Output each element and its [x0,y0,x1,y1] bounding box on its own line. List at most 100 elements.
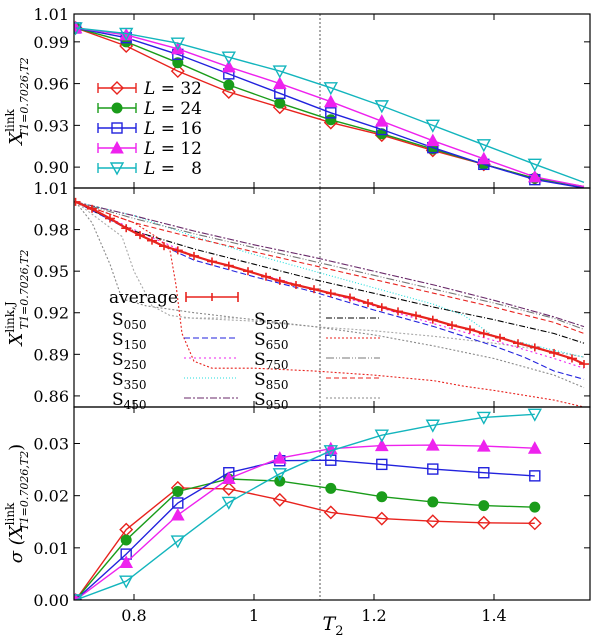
legend-marker [111,102,123,114]
data-point [374,429,389,443]
y-tick-label: 0.00 [33,591,69,610]
x-tick-label: 1.4 [481,606,506,625]
data-point [478,467,490,479]
panel-bottom: 0.00 0.01 0.02 0.03 0.8 1 1.2 1.4 σ (XlinkT1=0.7… [3,406,591,625]
data-point [274,97,286,109]
data-point [170,37,185,51]
data-point [325,454,337,466]
x-tick-label: 1.2 [361,606,386,625]
y-tick-label: 0.98 [33,221,69,240]
series-line [75,27,585,188]
series-line [75,478,535,600]
data-point [170,507,185,521]
data-point [325,107,337,119]
sample-line [75,201,585,330]
data-point [119,27,134,41]
data-point [529,470,541,482]
data-point [476,439,491,452]
y-tick-label: 0.89 [33,345,69,364]
data-point [272,76,287,90]
legend-marker [110,81,124,95]
legend: L = 32L = 24L = 16L = 12L = 8 [97,79,202,179]
data-point [170,64,185,79]
data-point [374,100,389,114]
y-tick-label: 0.02 [33,487,69,506]
data-point [374,114,389,127]
y-tick-label: 0.90 [33,158,69,177]
legend-marker [110,140,124,154]
legend-label: average [109,288,178,308]
data-point [325,114,337,126]
legend-label: L = 12 [143,139,202,159]
data-point [221,471,236,484]
panel-top: 0.90 0.93 0.96 0.99 1.01 XlinkT1=0.7026,T2 L =… [3,5,591,189]
legend-label: L = 16 [143,119,202,139]
series-line [75,459,535,600]
y-tick-label: 1.01 [33,5,69,24]
y-tick-label: 0.03 [33,435,69,454]
data-point [119,575,134,589]
series-line [75,27,585,184]
legend-label: S250 [112,350,147,372]
data-point [476,151,491,165]
data-point [323,445,338,459]
legend-label: S150 [112,330,147,352]
y-tick-label: 0.99 [33,33,69,52]
sample-line [75,201,585,389]
data-point [427,463,439,475]
legend-label: S050 [112,310,147,332]
data-point [323,82,338,96]
data-point [172,486,184,498]
legend-label: S450 [112,390,147,412]
data-point [221,59,236,73]
y-tick-label: 1.01 [33,179,69,198]
legend-marker [111,122,123,134]
legend-label: S750 [254,350,289,372]
series-line [75,444,535,600]
data-point [272,492,287,507]
legend-label: L = 24 [143,99,202,119]
y-tick-label: 0.86 [33,387,69,406]
data-point [172,57,184,69]
data-point [325,482,337,494]
data-point [478,500,490,512]
data-point [272,65,287,79]
y-tick-label: 0.93 [33,116,69,135]
series-line [75,413,535,600]
y-tick-label: 0.95 [33,262,69,281]
data-point [527,158,542,172]
data-point [476,139,491,153]
plot-area [74,197,589,407]
data-point [221,481,236,496]
legend: averageS050S150S250S350S450S550S650S750S… [109,288,380,412]
data-point [221,496,236,510]
legend-marker [109,162,125,176]
data-point [120,534,132,546]
data-point [323,94,338,108]
sample-line [75,201,585,328]
data-point [376,458,388,471]
data-point [476,411,491,425]
data-point [425,133,440,147]
y-tick-label: 0.96 [33,75,69,94]
data-point [221,84,236,99]
legend-label: S550 [254,310,289,332]
plot-area [74,408,542,600]
data-point [323,505,338,520]
data-point [374,438,389,452]
sample-line [75,201,585,358]
data-point [425,419,440,433]
data-point [527,516,542,531]
y-axis-label: σ (XlinkT1=0.7026,T2) [3,444,31,563]
sample-line [75,201,585,344]
plot-frame [73,406,591,601]
data-point [272,468,287,482]
data-point [527,441,542,454]
y-tick-label: 0.92 [33,304,69,323]
legend-label: L = 8 [143,159,202,179]
sample-line [75,201,585,358]
data-point [170,535,185,549]
data-point [221,51,236,65]
sample-line [75,201,585,335]
data-point [74,594,83,600]
